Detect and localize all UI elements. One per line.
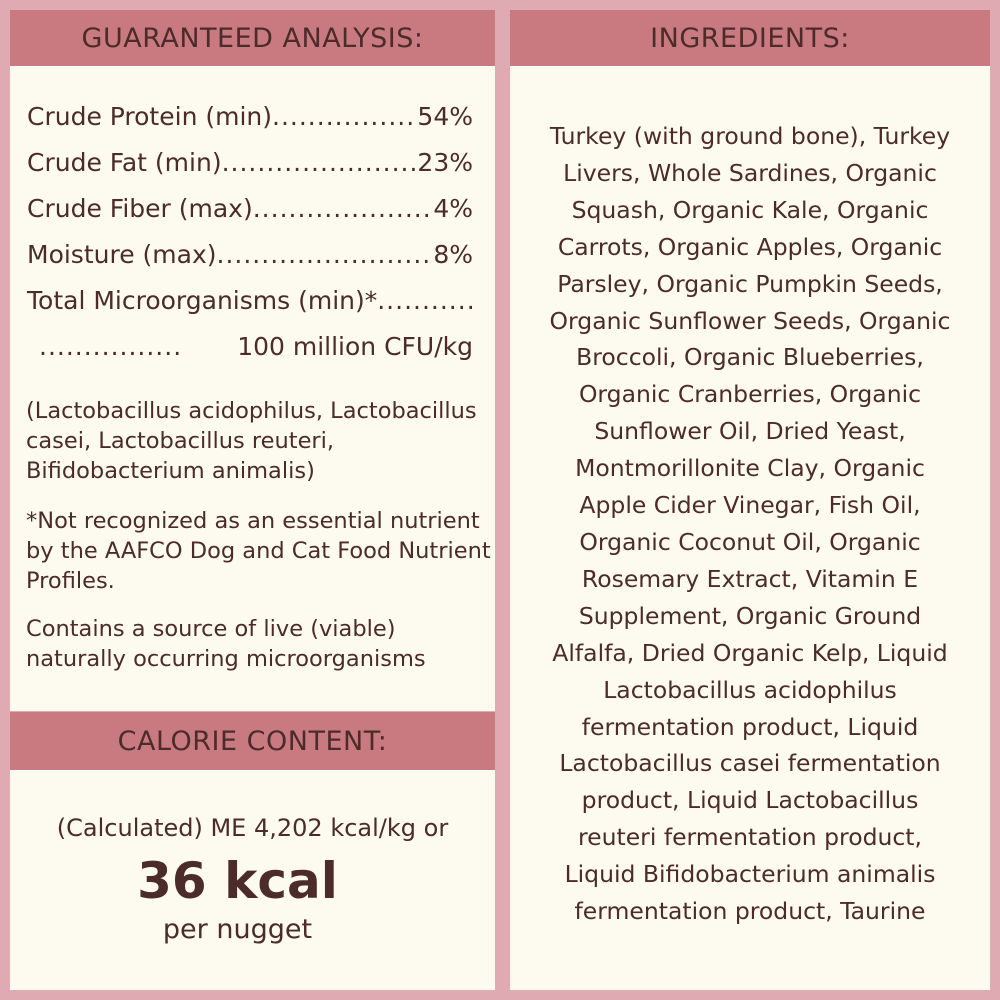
ingredients-line: Organic Cranberries, Organic bbox=[578, 380, 922, 409]
ingredients-line: Carrots, Organic Apples, Organic bbox=[557, 232, 943, 261]
calorie-content-header: CALORIE CONTENT: bbox=[10, 712, 495, 770]
analysis-row: Total Microorganisms (min)* bbox=[27, 286, 473, 315]
ingredients-line: fermentation product, Taurine bbox=[574, 897, 926, 926]
ingredients-line: fermentation product, Liquid bbox=[581, 712, 919, 741]
leader-dots bbox=[222, 148, 418, 177]
strains-text: (Lactobacillus acidophilus, Lactobacillu… bbox=[26, 398, 477, 484]
calorie-content-title: CALORIE CONTENT: bbox=[117, 725, 388, 757]
analysis-row: Crude Protein (min) 54% bbox=[27, 102, 473, 131]
analysis-row: Crude Fat (min) 23% bbox=[27, 148, 473, 177]
ingredients-list: Turkey (with ground bone), Turkey Livers,… bbox=[510, 118, 990, 930]
guaranteed-analysis-title: GUARANTEED ANALYSIS: bbox=[81, 22, 424, 54]
ingredients-line: Parsley, Organic Pumpkin Seeds, bbox=[557, 269, 943, 298]
ingredients-line: Montmorillonite Clay, Organic bbox=[575, 454, 925, 483]
analysis-label: Crude Fiber (max) bbox=[27, 194, 253, 223]
ingredients-line: Apple Cider Vinegar, Fish Oil, bbox=[579, 491, 921, 520]
calorie-per-nugget-value: 36 kcal bbox=[137, 852, 338, 910]
analysis-value: 100 million CFU/kg bbox=[237, 332, 473, 361]
leader-dots bbox=[39, 332, 184, 361]
leader-dots bbox=[377, 286, 473, 315]
calorie-content-panel: (Calculated) ME 4,202 kcal/kg or 36 kcal… bbox=[10, 770, 495, 990]
ingredients-line: Livers, Whole Sardines, Organic bbox=[563, 158, 937, 187]
analysis-value: 23% bbox=[417, 148, 473, 177]
calorie-calculated: (Calculated) ME 4,202 kcal/kg or bbox=[56, 814, 449, 842]
ingredients-line: Sunflower Oil, Dried Yeast, bbox=[594, 417, 906, 446]
ingredients-line: Squash, Organic Kale, Organic bbox=[571, 195, 929, 224]
ingredients-title: INGREDIENTS: bbox=[650, 22, 850, 54]
leader-dots bbox=[217, 240, 434, 269]
ingredients-line: reuteri fermentation product, bbox=[577, 823, 922, 852]
analysis-label: Crude Fat (min) bbox=[27, 148, 222, 177]
ingredients-line: Lactobacillus casei fermentation bbox=[559, 749, 941, 778]
analysis-label: Crude Protein (min) bbox=[27, 102, 273, 131]
analysis-row: Crude Fiber (max) 4% bbox=[27, 194, 473, 223]
footnote-text: *Not recognized as an essential nutrient… bbox=[26, 508, 491, 594]
ingredients-header: INGREDIENTS: bbox=[510, 10, 990, 66]
ingredients-line: Supplement, Organic Ground bbox=[578, 601, 922, 630]
ingredients-line: Broccoli, Organic Blueberries, bbox=[576, 343, 924, 372]
analysis-label: Moisture (max) bbox=[27, 240, 217, 269]
analysis-row: Moisture (max) 8% bbox=[27, 240, 473, 269]
ingredients-line: Liquid Bifidobacterium animalis bbox=[564, 860, 936, 889]
ingredients-panel: Turkey (with ground bone), Turkey Livers,… bbox=[510, 66, 990, 990]
live-note-text: Contains a source of live (viable) natur… bbox=[26, 616, 426, 672]
ingredients-line: Organic Coconut Oil, Organic bbox=[579, 527, 921, 556]
ingredients-line: product, Liquid Lactobacillus bbox=[581, 786, 919, 815]
ingredients-line: Rosemary Extract, Vitamin E bbox=[581, 564, 919, 593]
ingredients-line: Alfalfa, Dried Organic Kelp, Liquid bbox=[552, 638, 948, 667]
analysis-value: 8% bbox=[433, 240, 473, 269]
analysis-row: 100 million CFU/kg bbox=[27, 332, 473, 361]
leader-dots bbox=[253, 194, 434, 223]
guaranteed-analysis-panel: Crude Protein (min) 54% Crude Fat (min) 23… bbox=[10, 66, 495, 711]
ingredients-line: Lactobacillus acidophilus bbox=[603, 675, 897, 704]
ingredients-line: Turkey (with ground bone), Turkey bbox=[549, 122, 951, 150]
analysis-value: 54% bbox=[417, 102, 473, 131]
guaranteed-analysis-header: GUARANTEED ANALYSIS: bbox=[10, 10, 495, 66]
leader-dots bbox=[272, 102, 417, 131]
calorie-per-nugget-unit: per nugget bbox=[162, 914, 313, 945]
ingredients-line: Organic Sunflower Seeds, Organic bbox=[549, 306, 951, 335]
analysis-value: 4% bbox=[433, 194, 473, 223]
analysis-label: Total Microorganisms (min)* bbox=[27, 286, 378, 315]
